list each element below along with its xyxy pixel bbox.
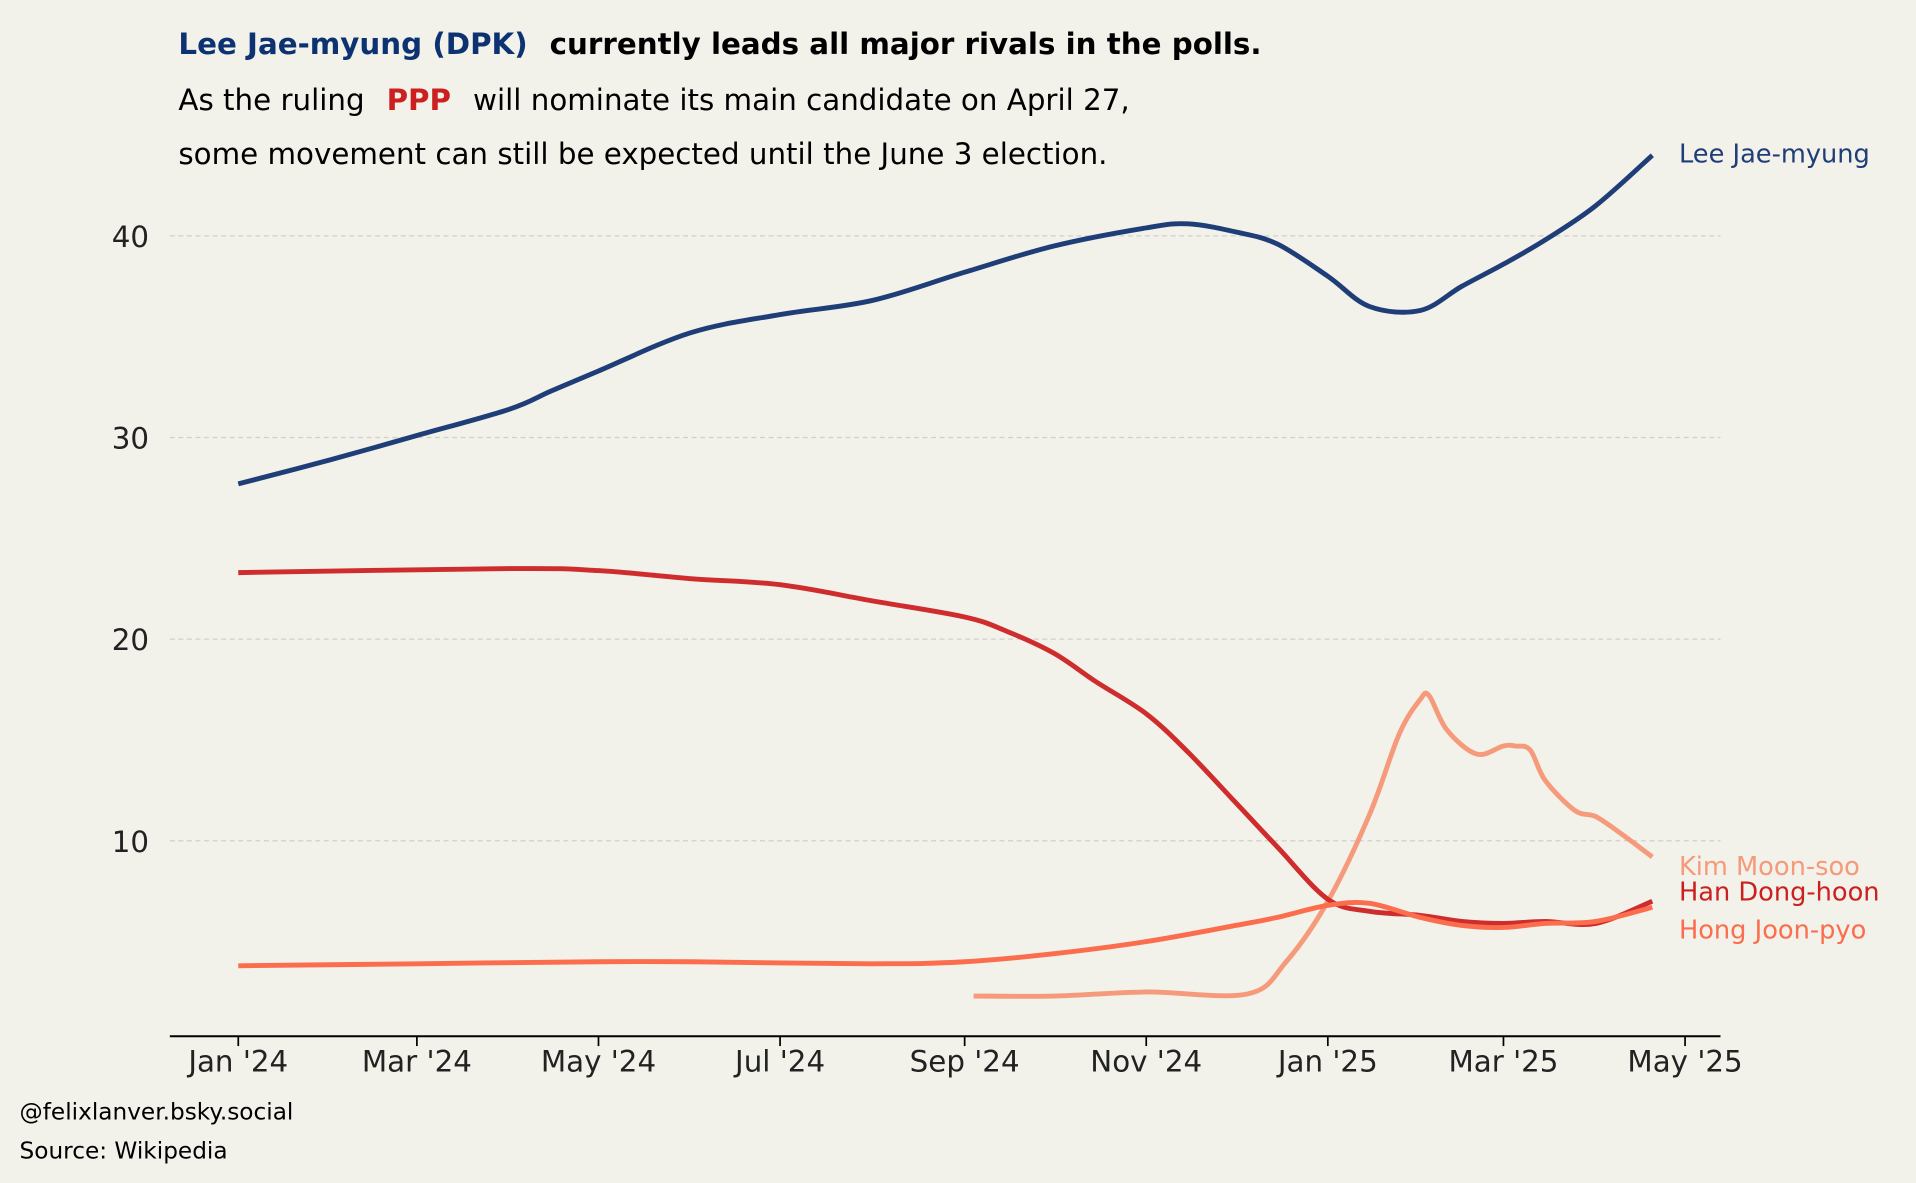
x-tick-label: Jul '24	[733, 1045, 825, 1079]
series-line-kim-moon-soo	[973, 690, 1654, 999]
x-tick-label: Nov '24	[1090, 1045, 1202, 1079]
subtitle-pre: As the ruling	[178, 83, 364, 117]
x-tick-label: Mar '25	[1448, 1045, 1558, 1079]
chart-title: Lee Jae-myung (DPK) currently leads all m…	[178, 27, 1261, 61]
series-label-hong-joon-pyo: Hong Joon-pyo	[1679, 916, 1866, 946]
series-label-lee-jae-myung: Lee Jae-myung	[1679, 140, 1870, 170]
title-rest: currently leads all major rivals in the …	[550, 27, 1262, 61]
x-tick-label: Jan '24	[186, 1045, 288, 1079]
y-tick-label: 20	[112, 623, 149, 657]
series-label-han-dong-hoon: Han Dong-hoon	[1679, 878, 1880, 908]
series-lines	[237, 153, 1654, 999]
y-tick-label: 10	[112, 825, 149, 859]
y-tick-label: 30	[112, 422, 149, 456]
x-tick-label: Sep '24	[910, 1045, 1020, 1079]
x-tick-label: May '25	[1627, 1045, 1742, 1079]
x-tick-label: Mar '24	[362, 1045, 472, 1079]
source: Source: Wikipedia	[20, 1137, 228, 1164]
subtitle-line-2: some movement can still be expected unti…	[178, 137, 1107, 171]
credit: @felixlanver.bsky.social	[20, 1098, 294, 1125]
series-line-han-dong-hoon	[238, 566, 1654, 927]
gridlines	[169, 235, 1721, 842]
series-line-lee-jae-myung	[237, 153, 1654, 487]
series-line-hong-joon-pyo	[238, 899, 1653, 969]
subtitle-post: will nominate its main candidate on Apri…	[473, 83, 1130, 117]
y-tick-label: 40	[112, 220, 149, 254]
series-label-kim-moon-soo: Kim Moon-soo	[1679, 852, 1860, 882]
x-tick-label: May '24	[541, 1045, 656, 1079]
subtitle-ppp: PPP	[387, 83, 451, 117]
x-axis: Jan '24 Mar '24 May '24 Jul '24 Sep '24 Nov '…	[186, 1036, 1743, 1079]
title-highlight: Lee Jae-myung (DPK)	[178, 27, 527, 61]
subtitle-line-1: As the ruling PPP will nominate its main c…	[178, 83, 1129, 117]
x-tick-label: Jan '25	[1276, 1045, 1378, 1079]
y-axis: 10 20 30 40	[112, 220, 149, 859]
